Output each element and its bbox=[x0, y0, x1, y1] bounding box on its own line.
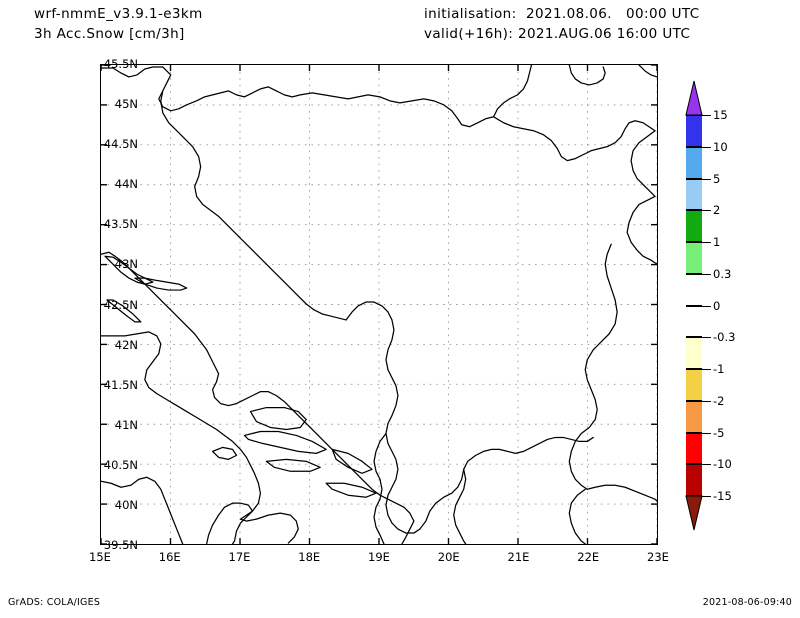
x-axis-tick-label: 17E bbox=[228, 550, 251, 564]
x-axis-tick-label: 19E bbox=[368, 550, 390, 564]
colorbar-tick bbox=[702, 496, 711, 497]
grid-lines bbox=[101, 65, 657, 544]
colorbar-tick bbox=[702, 369, 711, 370]
y-axis-tick-label: 45.5N bbox=[103, 57, 138, 71]
colorbar-band bbox=[686, 464, 702, 496]
colorbar-tick bbox=[702, 210, 711, 212]
colorbar-tick bbox=[702, 273, 711, 275]
colorbar-tick-label: -0.3 bbox=[713, 330, 736, 345]
y-axis-tick-label: 45N bbox=[114, 97, 138, 112]
colorbar-band bbox=[686, 432, 702, 465]
y-axis-tick-label: 39.5N bbox=[103, 538, 138, 552]
x-axis-tick-label: 20E bbox=[437, 550, 460, 564]
colorbar-tick-label: -10 bbox=[713, 457, 732, 472]
colorbar-band bbox=[686, 337, 702, 369]
y-axis-tick-label: 42.5N bbox=[103, 297, 138, 312]
y-axis-tick-label: 41N bbox=[114, 417, 138, 432]
colorbar-band bbox=[686, 273, 702, 306]
coastline-and-borders bbox=[101, 65, 657, 544]
y-axis-tick-label: 44.5N bbox=[103, 137, 138, 152]
colorbar-band bbox=[686, 146, 702, 179]
colorbar-tick bbox=[702, 115, 711, 116]
colorbar-tick bbox=[702, 464, 711, 466]
colorbar-band bbox=[686, 369, 702, 401]
colorbar-tick bbox=[702, 146, 711, 148]
y-axis-tick-label: 40N bbox=[114, 497, 138, 512]
y-axis-tick-label: 43.5N bbox=[103, 217, 138, 232]
colorbar-tick-label: 10 bbox=[713, 139, 728, 154]
colorbar-band bbox=[686, 115, 702, 147]
y-axis-tick-label: 42N bbox=[114, 337, 138, 352]
colorbar-tick bbox=[702, 305, 711, 307]
colorbar-tick-label: 0 bbox=[713, 298, 721, 313]
field-title: 3h Acc.Snow [cm/3h] bbox=[34, 26, 185, 42]
colorbar-tick bbox=[702, 432, 711, 434]
x-axis-tick-label: 18E bbox=[298, 550, 321, 564]
x-axis-tick-label: 21E bbox=[507, 550, 530, 564]
initialisation-time: initialisation: 2021.08.06. 00:00 UTC bbox=[424, 6, 700, 22]
y-axis-tick-label: 41.5N bbox=[103, 377, 138, 392]
footer-timestamp: 2021-08-06-09:40 bbox=[702, 597, 792, 608]
colorbar-tick bbox=[702, 242, 711, 243]
colorbar[interactable]: 15 10 5 2 1 0.3 0 -0.3 -1 -2 -5 -10 -15 bbox=[685, 80, 735, 531]
colorbar-tick-label: 5 bbox=[713, 171, 721, 186]
y-axis-tick-label: 44N bbox=[114, 177, 138, 192]
colorbar-tick-label: -1 bbox=[713, 362, 725, 376]
y-axis-tick-label: 43N bbox=[114, 257, 138, 272]
colorbar-tick-label: 1 bbox=[713, 235, 721, 249]
footer-credit: GrADS: COLA/IGES bbox=[8, 597, 101, 608]
colorbar-tick bbox=[702, 337, 711, 339]
y-axis-tick-label: 40.5N bbox=[103, 457, 138, 472]
colorbar-band bbox=[686, 242, 702, 274]
x-axis-tick-label: 16E bbox=[158, 550, 181, 564]
model-title: wrf-nmmE_v3.9.1-e3km bbox=[34, 6, 203, 22]
colorbar-tick-label: 15 bbox=[713, 108, 728, 122]
map-plot-area[interactable] bbox=[100, 64, 658, 545]
colorbar-band bbox=[686, 400, 702, 433]
colorbar-tick bbox=[702, 178, 711, 180]
colorbar-tick-label: 0.3 bbox=[713, 266, 732, 281]
x-axis-tick-label: 15E bbox=[89, 550, 111, 564]
colorbar-tick bbox=[702, 400, 711, 402]
valid-time: valid(+16h): 2021.AUG.06 16:00 UTC bbox=[424, 26, 691, 42]
colorbar-tick-label: -2 bbox=[713, 393, 725, 408]
colorbar-tick-label: -5 bbox=[713, 425, 725, 440]
colorbar-band bbox=[686, 178, 702, 211]
x-axis-tick-label: 23E bbox=[647, 550, 669, 564]
colorbar-tick-label: -15 bbox=[713, 489, 732, 503]
colorbar-arrows bbox=[685, 80, 703, 531]
colorbar-band bbox=[686, 210, 702, 242]
colorbar-tick-label: 2 bbox=[713, 203, 721, 218]
x-axis-tick-label: 22E bbox=[577, 550, 600, 564]
colorbar-band bbox=[686, 305, 702, 338]
